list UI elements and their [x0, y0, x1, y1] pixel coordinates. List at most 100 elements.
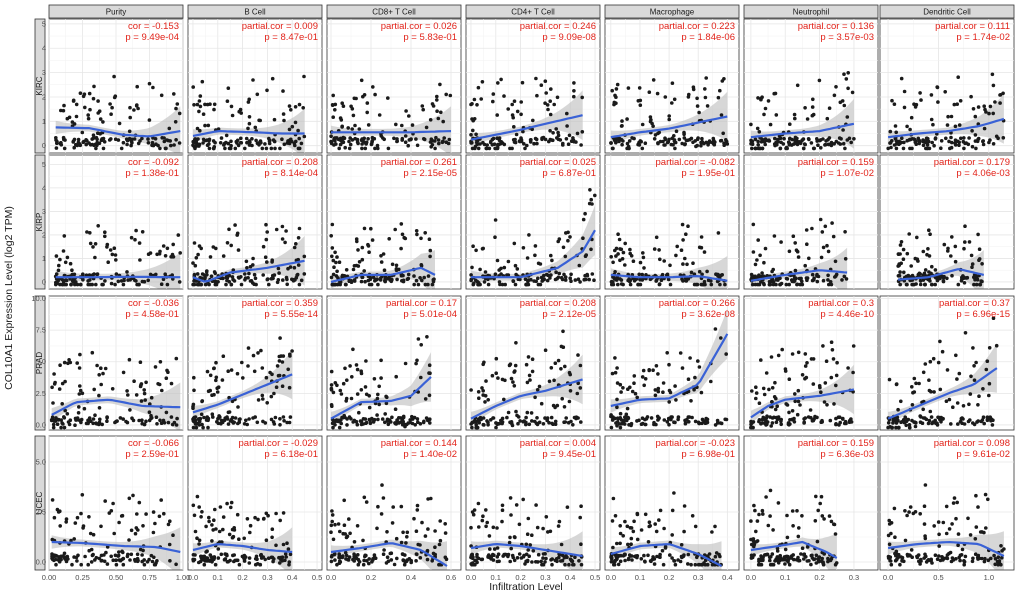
data-point [978, 282, 982, 287]
data-point [128, 558, 132, 562]
data-point [480, 518, 485, 523]
data-point [633, 554, 637, 559]
data-point [561, 141, 565, 146]
data-point [399, 246, 403, 251]
data-point [723, 282, 727, 287]
data-point [632, 381, 636, 386]
data-point [914, 139, 918, 144]
data-point [757, 512, 761, 517]
data-point [193, 146, 197, 151]
correlation-label: cor = -0.092 [128, 157, 179, 168]
data-point [401, 415, 406, 420]
data-point [373, 146, 377, 151]
data-point [354, 419, 359, 424]
data-point [589, 247, 593, 252]
data-point [152, 562, 157, 567]
data-point [935, 557, 940, 561]
data-point [827, 514, 832, 518]
data-point [301, 106, 306, 110]
data-point [388, 420, 393, 424]
data-point [835, 360, 839, 365]
data-point [797, 140, 801, 144]
data-point [989, 556, 993, 561]
data-point [503, 282, 508, 287]
data-point [838, 420, 842, 425]
data-point [162, 511, 166, 516]
data-point [680, 555, 684, 560]
data-point [245, 517, 250, 521]
data-point [787, 141, 792, 145]
data-point [247, 97, 251, 102]
data-point [611, 280, 615, 284]
data-point [511, 115, 515, 120]
data-point [968, 533, 973, 537]
data-point [611, 496, 616, 501]
correlation-label: partial.cor = -0.029 [239, 438, 318, 449]
data-point [534, 137, 539, 142]
data-point [824, 139, 828, 143]
data-point [213, 279, 218, 284]
data-point [72, 278, 76, 282]
data-point [100, 137, 104, 141]
p-value-label: p = 5.55e-14 [264, 309, 318, 320]
data-point [500, 503, 505, 508]
data-point [480, 80, 485, 84]
data-point [767, 555, 772, 559]
data-point [74, 114, 79, 119]
data-point [568, 235, 572, 239]
data-point [171, 533, 175, 537]
data-point [76, 137, 81, 142]
data-point [656, 372, 660, 376]
data-point [247, 271, 251, 276]
data-point [682, 136, 687, 140]
data-point [281, 354, 286, 358]
data-point [343, 145, 348, 150]
data-point [653, 133, 658, 137]
data-point [557, 271, 562, 276]
data-point [893, 535, 897, 539]
data-point [360, 146, 364, 151]
data-point [836, 141, 841, 145]
data-point [749, 519, 753, 523]
data-point [269, 394, 274, 399]
data-point [565, 555, 569, 560]
data-point [62, 425, 67, 430]
data-point [403, 560, 408, 564]
data-point [557, 237, 562, 241]
data-point [446, 141, 451, 146]
data-point [287, 104, 292, 108]
data-point [718, 88, 722, 93]
data-point [810, 556, 815, 560]
data-point [764, 420, 768, 425]
data-point [337, 260, 342, 265]
data-point [112, 531, 116, 536]
data-point [812, 146, 816, 151]
trend-line [898, 268, 985, 281]
data-point [433, 139, 437, 143]
data-point [418, 422, 423, 426]
data-point [224, 133, 229, 138]
data-point [905, 552, 910, 557]
data-point [54, 254, 59, 258]
data-point [690, 415, 694, 420]
data-point [293, 143, 297, 148]
data-point [212, 102, 217, 107]
data-point [654, 529, 659, 534]
data-point [641, 368, 646, 373]
data-point [435, 109, 439, 113]
data-point [525, 282, 529, 287]
data-point [58, 524, 62, 528]
data-point [475, 103, 479, 107]
data-point [144, 512, 148, 516]
data-point [399, 540, 404, 545]
data-point [770, 269, 774, 274]
data-point [625, 406, 630, 411]
data-point [958, 99, 963, 103]
data-point [428, 140, 433, 144]
x-tick-label: 0.1 [491, 573, 501, 582]
data-point [530, 419, 534, 423]
data-point [264, 146, 269, 151]
data-point [684, 138, 689, 143]
data-point [629, 423, 633, 428]
